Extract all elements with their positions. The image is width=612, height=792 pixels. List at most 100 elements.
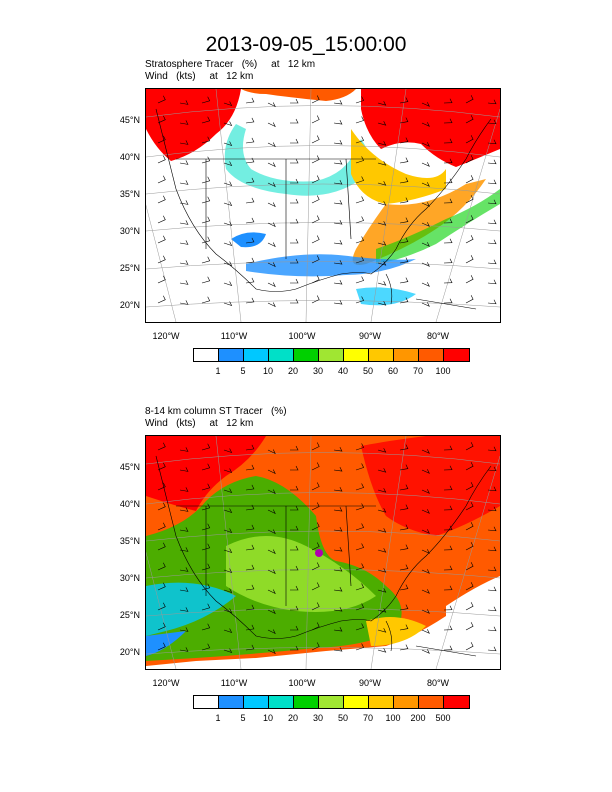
colorbar-label: 20	[287, 713, 298, 723]
wind-barb	[179, 507, 189, 512]
wind-barb	[421, 262, 430, 267]
wind-barb	[465, 295, 474, 304]
wind-barb	[223, 181, 233, 187]
wind-barb	[487, 446, 497, 452]
colorbar-swatch	[369, 349, 394, 361]
panel1-graticule	[146, 89, 500, 322]
wind-barb	[465, 175, 474, 184]
wind-barb	[245, 117, 255, 124]
wind-barb	[377, 568, 387, 573]
wind-barb	[465, 582, 474, 591]
wind-barb	[311, 462, 320, 471]
panel1-tracer-high-east	[361, 89, 500, 167]
wind-barb	[399, 604, 409, 611]
wind-barb	[421, 529, 430, 534]
wind-barb	[157, 642, 166, 651]
wind-barb	[267, 469, 276, 475]
wind-barb	[355, 136, 365, 144]
wind-barb	[333, 99, 343, 105]
wind-barb	[333, 159, 343, 165]
wind-barb	[179, 300, 189, 305]
wind-barb	[290, 505, 299, 511]
wind-barb	[245, 137, 255, 144]
wind-barb	[179, 260, 189, 265]
wind-barb	[465, 622, 474, 631]
wind-barb	[201, 176, 211, 184]
colorbar-swatch	[344, 349, 369, 361]
wind-barb	[179, 220, 189, 225]
wind-barb	[223, 628, 233, 634]
wind-barb	[443, 525, 453, 531]
wind-barb	[290, 178, 299, 184]
panel1-tracer-low-1	[231, 232, 266, 248]
wind-barb	[179, 627, 189, 632]
wind-barb	[157, 115, 166, 124]
panel1-map	[145, 88, 501, 323]
wind-barb	[223, 508, 233, 514]
wind-barb	[399, 584, 409, 591]
wind-barb	[487, 299, 497, 305]
wind-barb	[311, 582, 320, 591]
wind-barb	[311, 562, 320, 571]
wind-barb	[267, 609, 276, 615]
wind-barb	[333, 526, 343, 532]
wind-barb	[355, 196, 365, 204]
panel1-lon-label: 110°W	[220, 331, 248, 341]
wind-barb	[355, 443, 365, 451]
wind-barb	[355, 623, 365, 631]
wind-barb	[311, 602, 320, 611]
panel1-subtitle-field: Stratosphere Tracer (%) at 12 km	[145, 59, 316, 70]
wind-barb	[290, 445, 299, 451]
wind-barb	[311, 255, 320, 264]
wind-barb	[179, 487, 189, 492]
wind-barb	[399, 524, 409, 531]
wind-barb	[179, 567, 189, 572]
wind-barb	[179, 607, 189, 612]
panel1-lat-label: 30°N	[119, 226, 140, 236]
wind-barb	[245, 297, 255, 304]
wind-barb	[487, 546, 497, 552]
wind-barb	[311, 622, 320, 631]
colorbar-swatch	[369, 696, 394, 708]
wind-barb	[487, 119, 497, 125]
wind-barb	[421, 282, 430, 287]
wind-barb	[421, 609, 430, 614]
wind-barb	[355, 276, 365, 284]
wind-barb	[267, 122, 276, 128]
wind-barb	[333, 586, 343, 592]
wind-barb	[377, 468, 387, 473]
wind-barb	[201, 236, 211, 244]
colorbar-label: 40	[337, 366, 348, 376]
wind-barb	[311, 95, 320, 104]
wind-barb	[267, 649, 276, 655]
panel1-tracer-mid-east	[351, 129, 446, 204]
wind-barb	[157, 582, 166, 591]
wind-barb	[377, 101, 387, 106]
wind-barb	[157, 542, 166, 551]
wind-barb	[355, 116, 365, 124]
wind-barb	[267, 489, 276, 495]
panel2-tracer-high-east	[361, 436, 500, 536]
wind-barb	[245, 197, 255, 204]
colorbar-label: 1	[215, 713, 221, 723]
colorbar-label: 200	[410, 713, 426, 723]
wind-barb	[443, 278, 453, 284]
wind-barb	[487, 486, 497, 492]
colorbar-label: 50	[337, 713, 348, 723]
colorbar-label: 5	[240, 366, 246, 376]
wind-barb	[465, 542, 474, 551]
wind-barb	[201, 256, 211, 264]
wind-barb	[421, 102, 430, 107]
wind-barb	[399, 197, 409, 204]
wind-barb	[245, 524, 255, 531]
wind-barb	[465, 215, 474, 224]
wind-barb	[245, 97, 255, 104]
wind-barb	[311, 115, 320, 124]
wind-barb	[179, 647, 189, 652]
wind-barb	[157, 462, 166, 471]
wind-barb	[157, 442, 166, 451]
wind-barb	[267, 529, 276, 535]
wind-barb	[267, 262, 276, 268]
wind-barb	[465, 442, 474, 451]
wind-barb	[443, 565, 453, 571]
